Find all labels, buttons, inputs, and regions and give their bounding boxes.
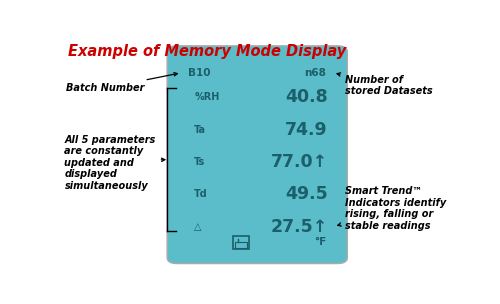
Text: Batch Number: Batch Number (66, 73, 178, 93)
Text: 74.9: 74.9 (286, 121, 328, 139)
Text: Number of
stored Datasets: Number of stored Datasets (337, 73, 433, 96)
FancyBboxPatch shape (167, 46, 348, 264)
Text: Example of Memory Mode Display: Example of Memory Mode Display (68, 43, 346, 58)
Text: Smart Trend™
Indicators identify
rising, falling or
stable readings: Smart Trend™ Indicators identify rising,… (338, 186, 446, 231)
Text: 77.0↑: 77.0↑ (271, 153, 328, 171)
Text: Ts: Ts (194, 157, 205, 167)
Bar (236, 242, 247, 248)
Text: °F: °F (314, 237, 326, 247)
Text: Ta: Ta (194, 125, 206, 135)
Text: B10: B10 (188, 68, 211, 78)
Text: 40.8: 40.8 (285, 88, 328, 106)
Text: 27.5↑: 27.5↑ (270, 218, 328, 236)
Text: n68: n68 (304, 68, 326, 78)
Text: Td: Td (194, 189, 208, 199)
Text: All 5 parameters
are constantly
updated and
displayed
simultaneously: All 5 parameters are constantly updated … (64, 135, 165, 191)
Text: %RH: %RH (194, 92, 220, 102)
Text: 49.5: 49.5 (285, 185, 328, 203)
Text: △: △ (194, 222, 202, 232)
